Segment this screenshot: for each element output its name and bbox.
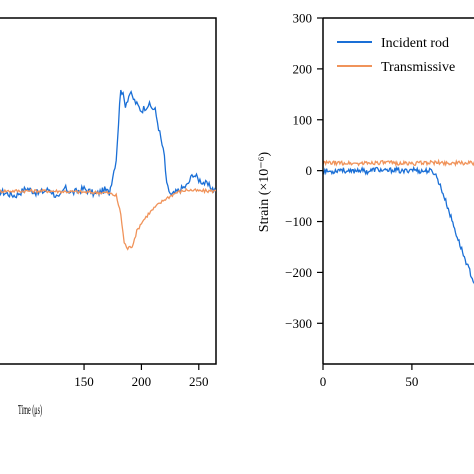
right-x-tick-label: 50 <box>405 374 418 389</box>
right-series-line-1 <box>323 158 474 168</box>
left-series-line-0 <box>0 89 216 199</box>
legend-label-transmissive: Transmissive <box>381 60 455 75</box>
legend: Incident rod Transmissive <box>337 36 455 75</box>
right-y-tick-label: −100 <box>285 214 312 229</box>
right-y-tick-label: 100 <box>293 112 313 127</box>
left-x-tick-label: 150 <box>74 374 94 389</box>
left-panel: 150 200 250 Time (μs) <box>0 17 217 418</box>
right-y-tick-label: 0 <box>306 163 313 178</box>
left-series-line-1 <box>0 187 216 251</box>
right-x-tick-label: 0 <box>320 374 327 389</box>
right-y-axis-title: Strain (×10⁻⁶) <box>257 151 272 232</box>
left-x-tick-label: 200 <box>132 374 152 389</box>
left-x-tick-label: 250 <box>189 374 209 389</box>
right-y-tick-label: −300 <box>285 316 312 331</box>
right-y-tick-label: 200 <box>293 61 313 76</box>
legend-label-incident: Incident rod <box>381 36 449 51</box>
right-series-line-0 <box>323 165 474 285</box>
right-y-tick-label: 300 <box>293 11 313 26</box>
right-y-tick-label: −200 <box>285 265 312 280</box>
right-panel: 300 200 100 0 −100 −200 −300 0 50 Strain (×10⁻⁶)… <box>257 11 474 389</box>
left-x-axis-title: Time (μs) <box>18 403 42 418</box>
